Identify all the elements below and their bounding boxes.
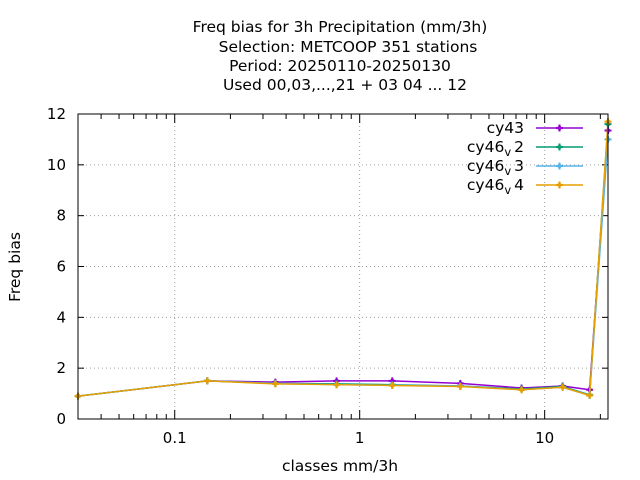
y-axis-label: Freq bias xyxy=(6,232,24,302)
legend-marker-dot-cy43 xyxy=(557,125,562,131)
axis-ticks: 0 2 4 6 8 10 12 0.1 1 10 xyxy=(47,105,608,447)
data-point-dot-cy46_v4 xyxy=(560,385,565,390)
x-tick-label: 0.1 xyxy=(163,429,187,447)
title-line-4: Used 00,03,...,21 + 03 04 ... 12 xyxy=(223,76,467,94)
y-tick-label: 8 xyxy=(56,207,66,225)
grid xyxy=(78,114,608,419)
title-line-2: Selection: METCOOP 351 stations xyxy=(219,38,478,56)
series-line-cy46_v4 xyxy=(77,121,609,397)
y-tick-label: 4 xyxy=(56,308,66,326)
data-point-dot-cy46_v4 xyxy=(390,383,395,388)
data-point-dot-cy46_v4 xyxy=(587,393,592,398)
legend-label-cy46_v4: cy46v 4 xyxy=(467,176,524,197)
series-lines xyxy=(74,118,612,400)
data-point-dot-cy46_v4 xyxy=(519,387,524,392)
series-line-cy46_v3 xyxy=(77,139,609,397)
y-tick-label: 0 xyxy=(56,410,66,428)
legend-marker-dot-cy46_v3 xyxy=(557,163,562,169)
chart-title: Freq bias for 3h Precipitation (mm/3h) S… xyxy=(193,18,488,94)
x-axis-label: classes mm/3h xyxy=(282,457,398,475)
y-tick-label: 2 xyxy=(56,359,66,377)
legend-label-cy46_v3: cy46v 3 xyxy=(467,157,524,178)
x-tick-label: 10 xyxy=(535,429,554,447)
legend-marker-dot-cy46_v4 xyxy=(557,182,562,188)
x-tick-label: 1 xyxy=(355,429,365,447)
y-tick-label: 6 xyxy=(56,258,66,276)
data-point-dot-cy46_v4 xyxy=(273,381,278,387)
title-line-3: Period: 20250110-20250130 xyxy=(229,57,451,75)
data-point-dot-cy43 xyxy=(390,378,395,384)
data-point-dot-cy46_v4 xyxy=(205,378,210,384)
y-tick-label: 10 xyxy=(47,156,66,174)
title-line-1: Freq bias for 3h Precipitation (mm/3h) xyxy=(193,18,488,36)
data-point-dot-cy46_v4 xyxy=(334,382,339,387)
legend-label-cy46_v2: cy46v 2 xyxy=(467,138,524,159)
legend-label-cy43: cy43 xyxy=(487,119,524,137)
series-line-cy43 xyxy=(77,130,609,397)
legend-marker-dot-cy46_v2 xyxy=(557,144,562,150)
y-tick-label: 12 xyxy=(47,105,66,123)
plot-frame xyxy=(77,113,609,420)
data-point-dot-cy46_v4 xyxy=(458,384,463,389)
